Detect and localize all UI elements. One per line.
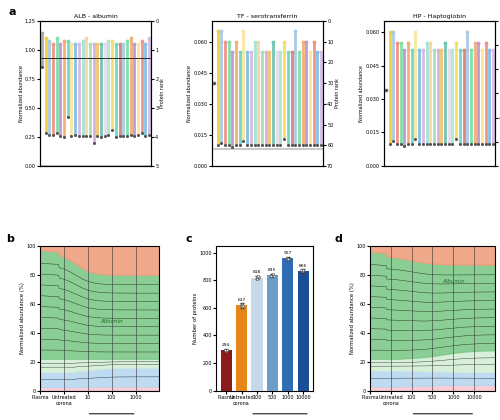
Point — [284, 255, 292, 262]
Bar — [267, 276, 278, 391]
Point — [238, 304, 246, 310]
Title: TF - serotransferrin: TF - serotransferrin — [238, 14, 298, 19]
Point — [269, 271, 277, 278]
Text: 957: 957 — [284, 251, 292, 255]
Point — [298, 267, 306, 273]
Point — [268, 273, 276, 279]
Y-axis label: Normalized abundance (%): Normalized abundance (%) — [350, 282, 355, 354]
Point — [222, 346, 230, 353]
Y-axis label: Normalized abundance: Normalized abundance — [360, 65, 364, 122]
Point — [299, 268, 307, 274]
Point — [298, 267, 306, 274]
Point — [223, 347, 231, 354]
Y-axis label: Number of proteins: Number of proteins — [194, 292, 198, 344]
Title: ALB - albumin: ALB - albumin — [74, 14, 118, 19]
Point — [299, 268, 307, 274]
Text: d: d — [335, 234, 342, 244]
Point — [254, 273, 262, 280]
Text: a: a — [9, 6, 16, 16]
Text: 835: 835 — [268, 268, 276, 272]
Point — [222, 346, 230, 353]
Point — [283, 255, 291, 262]
Point — [284, 256, 292, 262]
Text: 818: 818 — [253, 270, 261, 274]
Point — [284, 255, 292, 262]
Point — [238, 302, 246, 308]
Text: 294: 294 — [222, 343, 230, 346]
Point — [252, 273, 260, 280]
Point — [255, 274, 263, 281]
Text: 617: 617 — [238, 298, 246, 302]
Point — [222, 347, 230, 354]
Point — [238, 303, 246, 310]
Point — [283, 255, 291, 262]
Bar — [298, 271, 308, 391]
Point — [221, 347, 229, 354]
Y-axis label: Protein rank: Protein rank — [335, 79, 340, 108]
Y-axis label: Normalized abundance: Normalized abundance — [18, 65, 24, 122]
Point — [238, 302, 246, 309]
Point — [298, 268, 306, 275]
Point — [268, 273, 276, 279]
Text: c: c — [186, 234, 192, 244]
Point — [269, 273, 277, 279]
Y-axis label: Normalized abundance (%): Normalized abundance (%) — [20, 282, 25, 354]
Point — [253, 274, 261, 281]
Point — [222, 346, 230, 353]
Text: Albumin: Albumin — [100, 318, 123, 323]
Bar — [282, 258, 293, 391]
Text: b: b — [6, 234, 14, 244]
Point — [298, 267, 306, 273]
Y-axis label: Normalized abundance: Normalized abundance — [188, 65, 192, 122]
Bar — [252, 278, 262, 391]
Point — [252, 276, 260, 282]
Y-axis label: Protein rank: Protein rank — [160, 79, 164, 108]
Point — [286, 255, 294, 262]
Bar — [236, 305, 247, 391]
Point — [238, 302, 246, 308]
Text: Albumin: Albumin — [442, 279, 464, 284]
Point — [238, 301, 246, 307]
Title: HP - Haptoglobin: HP - Haptoglobin — [413, 14, 466, 19]
Text: 866: 866 — [299, 264, 307, 268]
Point — [253, 274, 261, 281]
Bar — [40, 21, 151, 58]
Bar — [220, 350, 232, 391]
Point — [270, 273, 278, 280]
Point — [267, 272, 275, 279]
